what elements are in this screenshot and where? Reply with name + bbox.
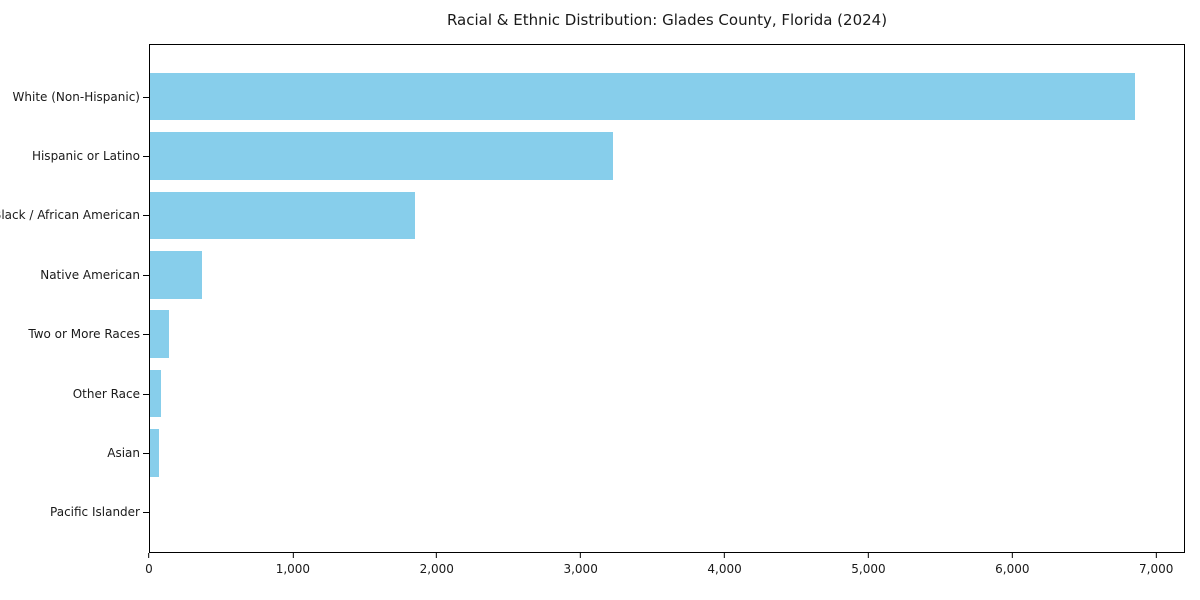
x-tick-mark — [724, 553, 726, 558]
y-axis-label: Two or More Races — [28, 327, 140, 342]
bar — [150, 191, 415, 240]
y-tick-mark — [143, 215, 149, 217]
x-tick-mark — [292, 553, 294, 558]
x-tick: 0 — [145, 553, 153, 575]
bar — [150, 369, 162, 418]
y-axis-label: Asian — [107, 445, 140, 460]
y-axis-label: Pacific Islander — [50, 505, 140, 520]
x-tick-label: 1,000 — [275, 562, 311, 576]
x-tick-label: 4,000 — [707, 562, 742, 576]
x-tick-label: 3,000 — [563, 562, 598, 576]
y-tick-mark — [143, 334, 149, 336]
y-tick-mark — [143, 512, 149, 514]
bar — [150, 72, 1136, 121]
bar-row: Hispanic or Latino — [32, 126, 1184, 185]
x-tick-mark — [1155, 553, 1157, 558]
y-axis-label: Black / African American — [0, 208, 140, 223]
chart-title: Racial & Ethnic Distribution: Glades Cou… — [446, 11, 888, 29]
x-tick-label: 7,000 — [1139, 562, 1174, 576]
bar — [150, 310, 169, 358]
y-tick-mark — [143, 274, 149, 276]
bar-row: Two or More Races — [28, 305, 1184, 364]
x-tick: 2,000 — [420, 553, 454, 575]
x-tick-mark — [1011, 553, 1013, 558]
bar-row: Native American — [40, 245, 1184, 304]
y-axis-label: Native American — [40, 267, 140, 282]
bar — [150, 132, 614, 180]
x-tick: 1,000 — [276, 553, 310, 575]
x-tick: 7,000 — [1139, 553, 1173, 575]
x-tick-mark — [148, 553, 150, 558]
x-tick-mark — [580, 553, 582, 558]
plot-area: White (Non-Hispanic) Hispanic or Latino Bl… — [0, 44, 1185, 553]
bar-row: Other Race — [73, 364, 1184, 423]
bar-row: Pacific Islander — [50, 483, 1184, 542]
x-tick: 6,000 — [995, 553, 1030, 576]
y-tick-mark — [143, 156, 149, 158]
bar — [150, 251, 203, 299]
x-axis: 0 1,000 2,000 3,000 4,000 5,000 6,000 7,000 — [145, 553, 1185, 589]
y-axis-label: White (Non-Hispanic) — [12, 89, 140, 104]
x-tick-mark — [867, 553, 869, 558]
x-tick: 5,000 — [851, 553, 886, 576]
bar-row: Asian — [107, 423, 1184, 482]
y-tick-mark — [143, 393, 149, 395]
bar-row: White (Non-Hispanic) — [13, 67, 1184, 126]
y-tick-mark — [143, 96, 149, 98]
x-tick: 3,000 — [563, 553, 598, 576]
x-tick-label: 0 — [145, 562, 153, 576]
x-tick-label: 5,000 — [851, 562, 886, 576]
x-tick-label: 2,000 — [419, 562, 454, 576]
x-tick: 4,000 — [707, 553, 742, 576]
bar-row: Black / African American — [0, 186, 1184, 245]
x-tick-mark — [436, 553, 438, 558]
y-tick-mark — [143, 452, 149, 454]
y-axis-label: Hispanic or Latino — [31, 149, 140, 164]
y-axis-label: Other Race — [72, 386, 140, 401]
bar — [150, 429, 159, 477]
x-tick-label: 6,000 — [995, 562, 1030, 576]
